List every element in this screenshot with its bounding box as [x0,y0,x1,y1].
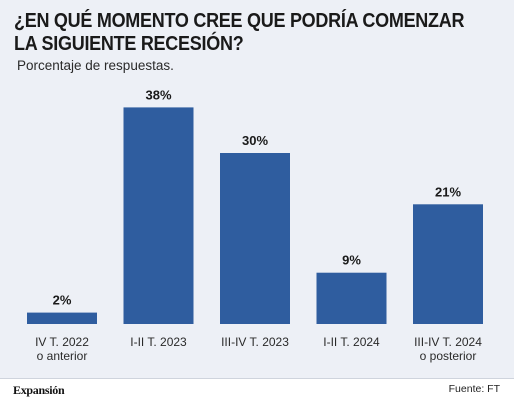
category-label-1-0: I-II T. 2023 [130,335,187,349]
bar-3 [316,272,387,324]
chart-title-line-1: ¿EN QUÉ MOMENTO CREE QUE PODRÍA COMENZAR [14,10,465,32]
chart-subtitle: Porcentaje de respuestas. [17,58,174,73]
chart-title-line-2: LA SIGUIENTE RECESIÓN? [14,33,244,55]
chart-title: ¿EN QUÉ MOMENTO CREE QUE PODRÍA COMENZAR… [14,10,465,56]
bar-value-label-3: 9% [342,253,361,268]
bar-value-label-0: 2% [53,293,72,308]
bar-1 [123,107,194,325]
category-label-4-1: o posterior [420,349,477,363]
category-label-4-0: III-IV T. 2024 [414,335,482,349]
category-label-0-1: o anterior [37,349,88,363]
brand-logo: Expansión [13,383,65,397]
footer: Expansión Fuente: FT [0,378,514,410]
category-label-0-0: IV T. 2022 [35,335,89,349]
bar-value-label-1: 38% [145,87,171,102]
category-label-3-0: I-II T. 2024 [323,335,380,349]
bar-value-label-2: 30% [242,133,268,148]
bar-0 [27,312,97,324]
bar-4 [413,204,483,324]
source-note: Fuente: FT [448,383,500,395]
category-label-2-0: III-IV T. 2023 [221,335,289,349]
bar-2 [220,153,290,324]
bar-value-label-4: 21% [435,184,461,199]
